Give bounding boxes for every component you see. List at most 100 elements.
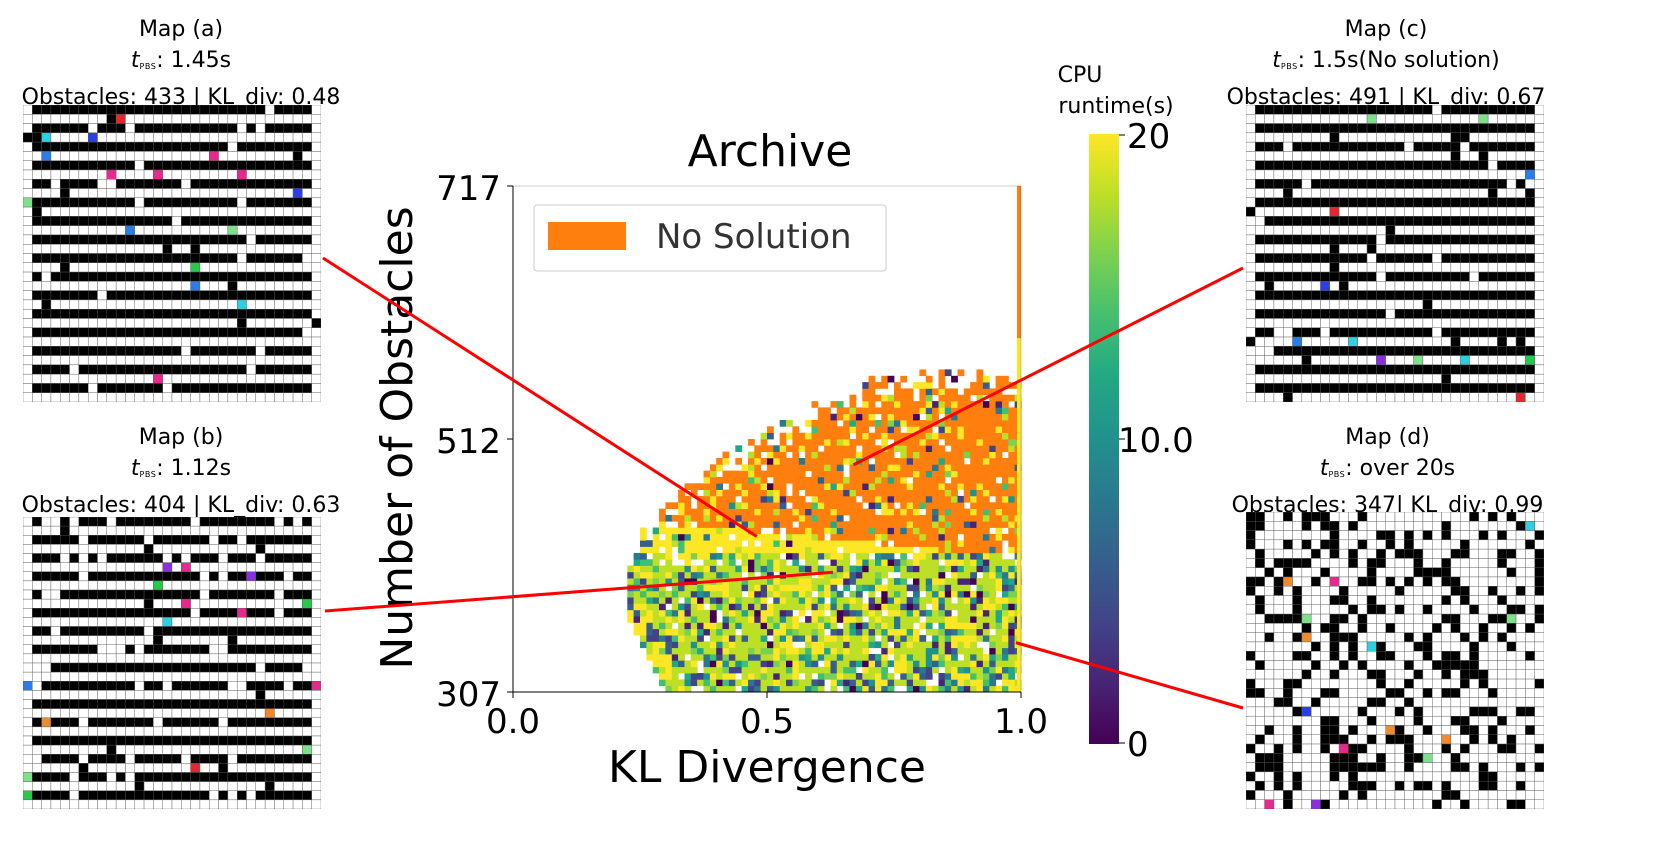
heat-cell [748, 470, 755, 478]
heat-cell [748, 514, 755, 522]
heat-cell [741, 502, 749, 509]
heat-cell [798, 647, 806, 655]
heat-cell [792, 476, 800, 484]
heat-cell [703, 584, 711, 592]
heat-cell [690, 533, 698, 541]
heat-cell [728, 502, 736, 509]
heat-cell [754, 565, 762, 573]
heat-cell [690, 527, 698, 535]
heat-cell [767, 540, 774, 547]
heat-cell [640, 527, 647, 535]
heat-cell [779, 489, 787, 497]
heat-cell [652, 660, 660, 668]
heat-cell [703, 666, 711, 674]
heat-cell [735, 616, 743, 623]
heat-cell [690, 660, 698, 668]
heat-cell [798, 660, 806, 668]
heat-cell [760, 603, 768, 611]
heat-cell [779, 439, 787, 446]
heat-cell [792, 635, 800, 642]
heat-cell [735, 458, 743, 465]
heat-cell [741, 495, 749, 503]
heat-cell [798, 685, 806, 693]
heat-cell [640, 552, 647, 560]
heat-cell [773, 476, 781, 484]
heat-cell [678, 654, 685, 661]
heat-cell [805, 635, 812, 642]
heat-cell [640, 590, 647, 598]
heat-cell [779, 616, 787, 623]
heat-cell [633, 622, 641, 630]
heat-cell [773, 603, 781, 611]
heat-cell [760, 476, 768, 484]
heat-cell [741, 533, 749, 541]
heat-cell [652, 616, 660, 623]
heat-cell [754, 489, 762, 497]
heat-cell [779, 641, 787, 649]
heat-cell [754, 660, 762, 668]
heat-cell [798, 622, 806, 630]
heat-cell [748, 476, 755, 484]
heat-cell [728, 635, 736, 642]
heat-cell [722, 641, 730, 649]
heat-cell [652, 654, 660, 661]
heat-cell [779, 559, 787, 566]
heat-cell [703, 470, 711, 478]
heat-cell [773, 533, 781, 541]
heat-cell [652, 552, 660, 560]
heat-cell [798, 458, 806, 465]
heat-cell [652, 609, 660, 617]
heat-cell [798, 546, 806, 554]
heat-cell [697, 521, 704, 528]
heat-cell [627, 609, 635, 617]
heat-cell [684, 495, 692, 503]
heat-cell [690, 571, 698, 579]
heat-cell [767, 483, 774, 490]
heat-cell [792, 514, 800, 522]
heat-cell [798, 590, 806, 598]
heat-cell [760, 597, 768, 604]
heat-cell [735, 546, 743, 554]
heat-cell [773, 635, 781, 642]
heat-cell [728, 666, 736, 674]
heat-cell [671, 666, 679, 674]
heat-cell [748, 584, 755, 592]
heat-cell [754, 590, 762, 598]
heat-cell [684, 502, 692, 509]
heat-cell [779, 635, 787, 642]
heat-cell [722, 590, 730, 598]
heat-cell [798, 603, 806, 611]
heat-cell [722, 616, 730, 623]
heat-cell [659, 641, 666, 649]
heat-cell [773, 666, 781, 674]
heat-cell [767, 495, 774, 503]
heat-cell [690, 508, 698, 516]
heat-cell [671, 635, 679, 642]
heat-cell [640, 565, 647, 573]
heat-cell [678, 609, 685, 617]
heat-cell [735, 571, 743, 579]
heat-cell [665, 546, 673, 554]
heat-cell [690, 666, 698, 674]
heat-cell [779, 628, 787, 636]
heat-cell [760, 514, 768, 522]
heat-cell [633, 552, 641, 560]
heat-cell [754, 495, 762, 503]
heat-cell [665, 533, 673, 541]
heat-cell [741, 603, 749, 611]
heat-cell [741, 647, 749, 655]
heat-cell [690, 679, 698, 687]
heat-cell [684, 584, 692, 592]
heat-cell [678, 647, 685, 655]
heat-cell [652, 597, 660, 604]
heat-cell [697, 673, 704, 680]
heat-cell [678, 514, 685, 522]
heat-cell [722, 552, 730, 560]
heat-cell [728, 590, 736, 598]
heat-cell [773, 584, 781, 592]
heat-cell [786, 609, 793, 617]
heat-cell [735, 489, 743, 497]
heat-cell [767, 647, 774, 655]
heat-cell [792, 565, 800, 573]
heat-cell [741, 597, 749, 604]
